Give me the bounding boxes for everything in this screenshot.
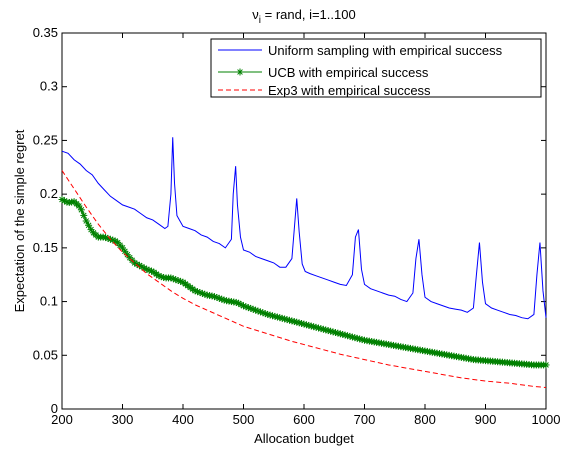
y-tick-label: 0.05	[33, 347, 58, 362]
axis-ticks: 200 300 400 500 600 700 800 900 1000 0 0.05 0.1 0.15…	[33, 25, 561, 427]
series-marker-1	[542, 361, 550, 369]
legend-marker-star	[236, 68, 244, 76]
series-line-0	[61, 137, 547, 320]
series-marker-1	[348, 333, 356, 341]
series-marker-1	[80, 211, 88, 219]
chart-title-rest: = rand, i=1..100	[261, 7, 356, 22]
series-marker-1	[77, 206, 85, 214]
y-axis-title: Expectation of the simple regret	[12, 129, 27, 312]
x-tick-label: 700	[354, 412, 376, 427]
x-tick-label: 200	[51, 412, 73, 427]
legend-box	[210, 38, 542, 98]
x-axis-title: Allocation budget	[254, 431, 354, 446]
series-marker-1	[75, 202, 83, 210]
x-tick-label: 900	[475, 412, 497, 427]
y-tick-label: 0.1	[40, 294, 58, 309]
series-group	[58, 137, 550, 389]
series-marker-1	[87, 226, 95, 234]
series-line-2	[61, 170, 547, 389]
chart-title-main: ν	[252, 7, 259, 22]
x-tick-label: 600	[293, 412, 315, 427]
legend-label-exp3: Exp3 with empirical success	[268, 83, 431, 98]
y-tick-label: 0.2	[40, 186, 58, 201]
legend: Uniform sampling with empirical success …	[210, 38, 542, 98]
y-tick-label: 0	[51, 401, 58, 416]
series-marker-1	[215, 294, 223, 302]
legend-label-uniform: Uniform sampling with empirical success	[268, 43, 503, 58]
y-tick-label: 0.15	[33, 240, 58, 255]
x-tick-label: 300	[112, 412, 134, 427]
x-tick-label: 1000	[532, 412, 561, 427]
y-tick-label: 0.25	[33, 132, 58, 147]
x-tick-label: 400	[172, 412, 194, 427]
y-tick-label: 0.3	[40, 79, 58, 94]
y-tick-label: 0.35	[33, 25, 58, 40]
legend-marker-ucb	[236, 68, 244, 76]
chart-title-sub: i	[259, 15, 261, 26]
chart-title: νi = rand, i=1..100	[252, 7, 355, 26]
series-marker-1	[82, 217, 90, 225]
x-tick-label: 800	[414, 412, 436, 427]
legend-label-ucb: UCB with empirical success	[268, 65, 429, 80]
x-tick-label: 500	[233, 412, 255, 427]
